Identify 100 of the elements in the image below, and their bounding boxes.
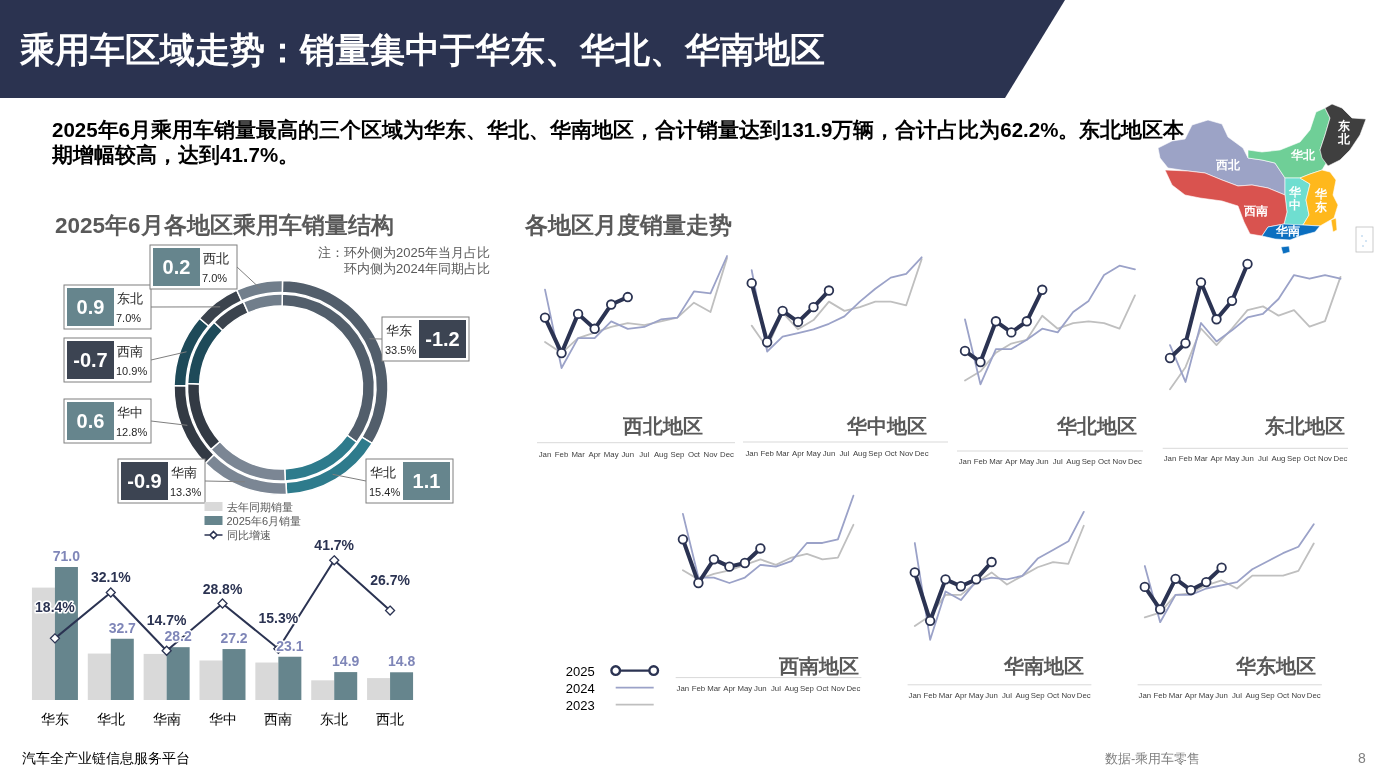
text: 华中地区 (845, 414, 927, 437)
data-label: 14.8 (387, 653, 416, 670)
point (1242, 258, 1253, 270)
point (792, 316, 804, 328)
point (1195, 277, 1207, 288)
point (1216, 562, 1227, 573)
text: 0.9 (76, 296, 105, 318)
point (384, 605, 396, 616)
data-label: 71.0 (52, 548, 81, 564)
legend-label: 2023 (565, 697, 595, 713)
legend-label: 2025年6月销量 (226, 515, 302, 527)
slice-label: 华中 (117, 405, 143, 420)
text: 华北地区 (1055, 415, 1137, 438)
data-label: 7.0% (116, 312, 142, 324)
text: 华南地区 (1002, 655, 1084, 677)
point (1164, 352, 1176, 364)
category-label: 华北 (1290, 148, 1316, 161)
point (1037, 284, 1048, 295)
point (1154, 604, 1166, 615)
x-tick-label: 华北 (96, 711, 125, 727)
text: -1.2 (425, 328, 460, 350)
point (777, 305, 788, 317)
slice-label: 华东 (386, 323, 412, 338)
bar (166, 647, 190, 700)
data-label: 32.1% (90, 569, 132, 586)
point (693, 577, 704, 589)
text: 0.6 (76, 410, 105, 432)
category-label: 华东 (1314, 187, 1327, 213)
point (1006, 327, 1017, 338)
point (1211, 314, 1222, 325)
legend-label: 2025 (565, 663, 595, 679)
point (909, 567, 920, 578)
data-label: 28.8% (202, 580, 243, 597)
slice-label: 东北 (117, 291, 143, 306)
data-label: 32.7 (108, 619, 137, 636)
data-label: 41.7% (314, 537, 355, 554)
point (105, 587, 116, 598)
bar (278, 656, 302, 700)
data-label: 12.8% (116, 426, 148, 438)
data-label: 15.4% (369, 486, 401, 498)
text: 各地区月度销量走势 (524, 212, 732, 238)
chart-title: 2025年6月各地区乘用车销量结构 (55, 213, 394, 238)
point (955, 581, 967, 592)
bar (390, 672, 414, 700)
data-label: 27.2 (220, 630, 248, 647)
category-label: 西北 (1215, 158, 1241, 171)
text: 注：环外侧为2025年当月占比 (318, 245, 490, 260)
point (1226, 295, 1238, 307)
bar (87, 653, 111, 700)
text: 东北地区 (1264, 415, 1345, 437)
bar (311, 680, 335, 700)
text: 西南地区 (778, 655, 859, 677)
text: 西北地区 (622, 415, 703, 437)
point (677, 534, 689, 545)
text: 汽车全产业链信息服务平台 (22, 750, 190, 766)
point (971, 574, 982, 585)
x-tick-label: 华东 (40, 711, 69, 727)
text: 1.1 (412, 470, 441, 492)
bar (199, 660, 223, 700)
text: -0.9 (127, 470, 162, 492)
text: 2025年6月乘用车销量最高的三个区域为华东、华北、华南地区，合计销量达到131.9万辆，合计占比为62.2%。东北地区本期增幅较高，达到41.7%。 (51, 118, 1186, 166)
text: 8 (1358, 750, 1367, 766)
point (808, 301, 819, 313)
point (329, 555, 340, 566)
legend-label: 同比增速 (226, 529, 271, 541)
data-label: 14.7% (146, 611, 188, 628)
point (940, 574, 951, 585)
point (746, 277, 757, 289)
point (975, 356, 986, 368)
text: 乘用车区域走势：销量集中于华东、华北、华南地区 (19, 30, 825, 69)
x-tick-label: 华中 (208, 711, 237, 727)
category-label: 西南 (1243, 204, 1268, 217)
point (49, 633, 61, 644)
point (1185, 584, 1197, 596)
bar (334, 672, 358, 700)
slice-label: 西北 (203, 251, 229, 266)
point (1139, 581, 1150, 593)
category-label: 华中 (1288, 185, 1301, 211)
bar (367, 678, 391, 700)
point (622, 291, 633, 303)
x-tick-label: 西南 (264, 711, 293, 727)
point (539, 312, 551, 323)
bar (143, 653, 167, 700)
category-label: 华南 (1275, 224, 1300, 237)
x-tick-label: 东北 (320, 711, 349, 727)
legend-label: 2024 (565, 680, 595, 696)
point (823, 285, 835, 296)
data-label: 10.9% (116, 365, 148, 377)
text: 环内侧为2024年同期占比 (344, 261, 490, 276)
bar (255, 662, 279, 700)
data-label: 33.5% (385, 344, 417, 356)
text: 华东地区 (1235, 655, 1316, 677)
point (986, 556, 997, 568)
legend-label: 去年同期销量 (226, 501, 293, 513)
point (1170, 573, 1181, 585)
point (1201, 576, 1212, 588)
point (959, 345, 971, 357)
point (161, 645, 172, 656)
text: 数据-乘用车零售 (1105, 751, 1201, 766)
bar (110, 638, 134, 700)
